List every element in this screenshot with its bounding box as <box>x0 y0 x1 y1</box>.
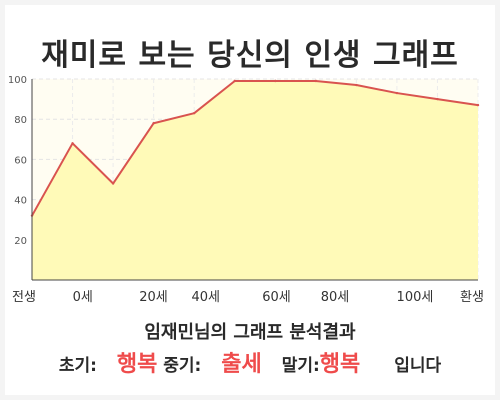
life-line <box>31 80 479 217</box>
life-point <box>111 182 115 185</box>
early-value: 행복 <box>116 352 158 377</box>
result-heading: 임재민님의 그래프 분석결과 <box>144 322 356 343</box>
x-tick-label: 80세 <box>321 290 350 305</box>
life-point <box>476 103 480 107</box>
life-area-fill <box>32 81 478 280</box>
label-layer: 20 40 60 80 100 전생 0세 20세 40세 60세 80세 100세 환생 <box>8 75 484 305</box>
result-summary: 초기: 행복 중기: 출세 말기:행복 입니다 <box>0 346 500 378</box>
x-tick-label: 40세 <box>192 290 221 305</box>
mid-value: 출세 <box>221 352 262 377</box>
y-tick-label: 80 <box>14 115 27 126</box>
x-tick-label: 전생 <box>12 290 36 305</box>
late-label: 말기: <box>281 356 320 376</box>
y-tick-label: 20 <box>14 236 27 247</box>
life-point <box>395 91 399 95</box>
page-title: 재미로 보는 당신의 인생 그래프 <box>41 38 459 73</box>
x-tick-label: 0세 <box>73 290 93 305</box>
early-label: 초기: <box>58 356 97 376</box>
area-layer <box>30 79 480 280</box>
life-point <box>355 83 358 87</box>
life-point <box>274 79 277 83</box>
y-tick-label: 60 <box>14 155 27 166</box>
life-point <box>71 142 74 145</box>
x-tick-label: 60세 <box>262 290 291 305</box>
life-point <box>233 79 236 83</box>
x-tick-label: 환생 <box>460 290 484 305</box>
life-point <box>192 111 196 115</box>
life-point <box>152 122 155 125</box>
result-suffix: 입니다 <box>394 356 442 376</box>
axis-layer <box>31 79 478 281</box>
mid-label: 중기: <box>163 356 202 376</box>
y-tick-label: 100 <box>8 75 27 86</box>
life-point <box>436 97 439 101</box>
life-point <box>314 79 318 83</box>
late-value: 행복 <box>319 352 361 377</box>
y-tick-label: 40 <box>14 196 27 207</box>
x-tick-label: 20세 <box>139 290 168 305</box>
x-tick-label: 100세 <box>397 290 434 305</box>
